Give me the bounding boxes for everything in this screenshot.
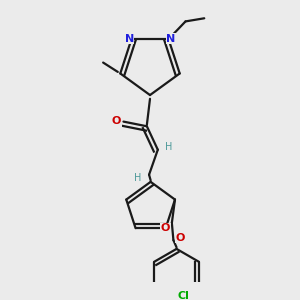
Text: N: N (166, 34, 176, 44)
Text: H: H (165, 142, 172, 152)
Text: Cl: Cl (178, 291, 190, 300)
Text: O: O (176, 232, 185, 243)
Text: H: H (134, 173, 142, 183)
Text: O: O (161, 223, 170, 233)
Text: N: N (124, 34, 134, 44)
Text: O: O (112, 116, 121, 126)
